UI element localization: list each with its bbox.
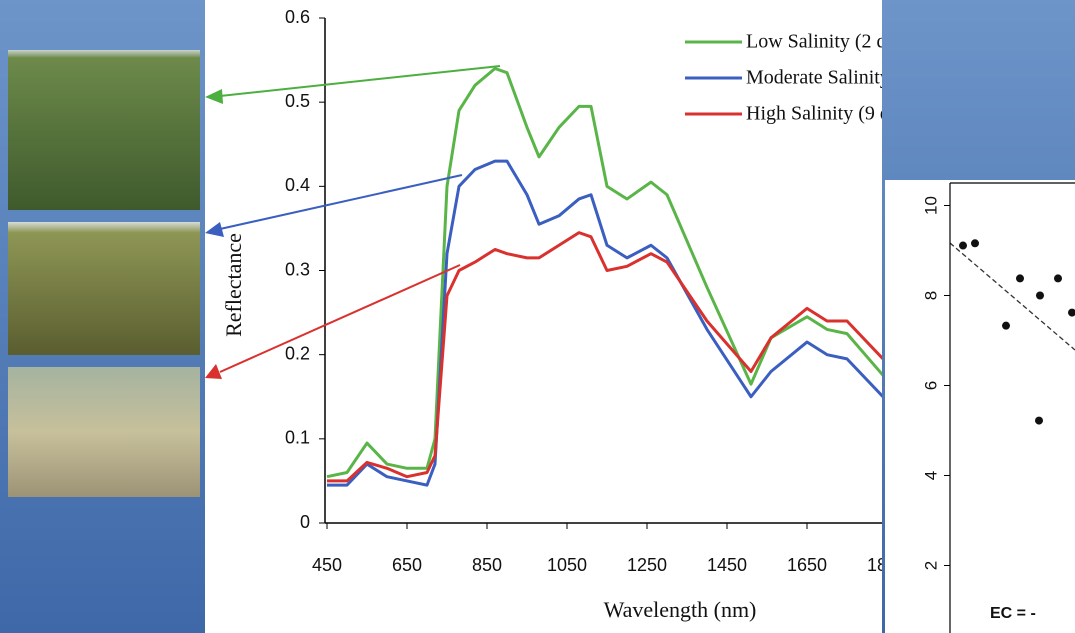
x-tick-label: 1050 [547, 555, 587, 575]
y-tick-label: 0.6 [285, 7, 310, 27]
arrow-head [205, 89, 223, 104]
x-tick-label: 450 [312, 555, 342, 575]
y-tick-label: 0.2 [285, 343, 310, 363]
x-tick-label: 850 [472, 555, 502, 575]
y-tick-label: 0.5 [285, 91, 310, 111]
legend-label: High Salinity (9 dS/m) [746, 103, 929, 125]
photo-low [8, 50, 200, 210]
y-tick-label: 0.4 [285, 175, 310, 195]
legend-label: Low Salinity (2 dS/m) [746, 31, 925, 53]
scatter-chart: EC = - 2 4 6 8 10 [921, 182, 1075, 633]
point [1002, 321, 1010, 330]
series-line [326, 67, 882, 479]
x-tick-label: 1850 [867, 555, 907, 575]
x-tick-label: 650 [392, 555, 422, 575]
series-line [327, 231, 882, 483]
arrow-line [219, 65, 501, 97]
point [1068, 308, 1075, 317]
point [971, 239, 979, 248]
point [1036, 291, 1044, 300]
arrow-head [205, 222, 224, 237]
series-line [327, 159, 882, 487]
spectral-chart: Reflectance Wavelength (nm) 0 0.1 0.2 0.3 0.… [221, 7, 965, 622]
photo-moderate [8, 222, 200, 355]
x-tick-label: 1250 [627, 555, 667, 575]
legend-label: Moderate Salinity (5 dS/m) [746, 67, 965, 89]
y-tick-label: 0.3 [285, 259, 310, 279]
trend-line [949, 242, 1075, 351]
arrow-line [219, 174, 463, 230]
x-tick-label: 1650 [787, 555, 827, 575]
y-tick-label: 6 [921, 381, 940, 390]
photo-high [8, 367, 200, 497]
x-axis-title: Wavelength (nm) [604, 597, 757, 622]
y-tick-label: 0 [300, 512, 310, 532]
y-tick-label: 0.1 [285, 428, 310, 448]
chart-panel [205, 0, 882, 633]
y-tick-label: 8 [921, 291, 940, 300]
point [959, 241, 967, 250]
point [1035, 416, 1043, 425]
arrow-line [219, 264, 461, 373]
y-axis-title: Reflectance [221, 233, 246, 337]
y-tick-label: 10 [921, 196, 940, 215]
x-tick-label: 1450 [707, 555, 747, 575]
point [1016, 274, 1024, 283]
scatter-panel [885, 180, 1075, 633]
arrows [205, 65, 501, 379]
y-tick-label: 2 [921, 561, 940, 570]
point [1054, 274, 1062, 283]
arrow-head [205, 364, 222, 379]
y-tick-label: 4 [921, 471, 940, 480]
equation: EC = - [990, 605, 1036, 622]
